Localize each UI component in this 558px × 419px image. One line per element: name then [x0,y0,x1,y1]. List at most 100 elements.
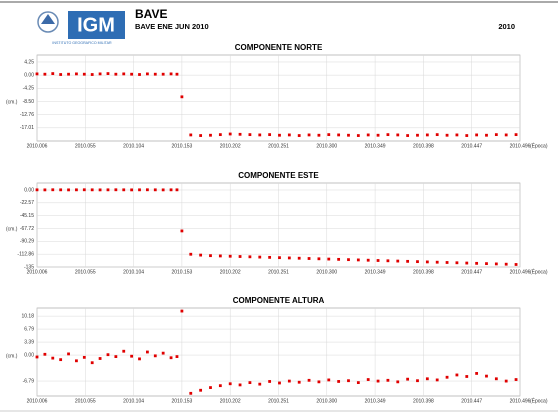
data-point [465,134,469,137]
data-point [297,380,301,384]
y-tick-label: -45.15 [20,213,34,219]
data-point [51,188,55,192]
data-point [475,372,479,375]
data-point [199,134,203,137]
data-point [317,380,321,384]
data-point [278,133,281,137]
x-tick-label: 2010.202 [220,398,241,404]
data-point [366,378,370,381]
data-point [59,188,63,192]
data-point [35,188,39,192]
data-point [465,261,469,265]
data-point [416,379,419,383]
data-point [376,259,380,262]
data-point [114,355,118,358]
x-tick-label: 2010.104 [123,143,144,149]
data-point [130,188,134,192]
x-tick-label: 2010.104 [123,398,144,404]
data-point [209,386,212,389]
data-point [317,257,321,261]
x-tick-label: 2010.398 [413,143,434,149]
y-tick-label: -112.86 [17,251,34,257]
data-point [153,354,157,358]
data-point [356,258,360,262]
data-point [161,188,165,192]
data-point [248,133,252,137]
data-point [59,358,63,362]
data-point [514,263,518,266]
data-point [90,361,94,365]
data-point [327,378,331,382]
data-point [494,262,498,266]
data-point [445,133,449,137]
y-tick-label: 6.79 [24,326,34,332]
data-point [175,355,179,358]
data-point [406,377,410,381]
y-tick-label: -135 [24,264,34,270]
x-tick-label: 2010.006 [27,143,48,149]
logo-box [68,11,125,39]
data-point [218,133,222,137]
y-tick-label: 0.00 [24,187,34,193]
data-point [138,188,141,192]
data-point [90,188,94,192]
data-point [82,72,86,76]
data-point [98,72,102,76]
data-point [465,375,469,378]
data-point [287,379,291,383]
x-tick-label: 2010.398 [413,398,434,404]
data-point [366,133,370,137]
data-point [376,379,380,383]
data-point [248,381,252,385]
y-tick-label: -4.25 [23,86,35,92]
institute-name: INSTITUTO GEOGRAFICO MILITAR [52,41,112,45]
data-point [248,255,252,259]
data-point [35,355,39,359]
data-point [238,383,242,387]
data-point [169,356,173,360]
y-tick-label: -6.79 [23,378,35,384]
data-point [169,72,173,76]
data-point [287,133,291,137]
y-axis-label: (cm.) [6,353,18,359]
data-point [337,380,341,383]
data-point [445,375,449,379]
data-point [122,72,126,76]
data-point [218,384,222,388]
chart-title: COMPONENTE ALTURA [233,296,325,305]
data-point [153,72,157,76]
data-point [199,253,203,257]
data-point [504,379,508,383]
data-point [98,188,102,192]
data-point [356,381,360,385]
x-tick-label: 2010.202 [220,269,241,275]
data-point [485,133,488,137]
data-point [514,133,518,137]
y-tick-label: 3.39 [24,339,34,345]
data-point [180,229,184,233]
x-tick-label: 2010.153 [171,398,192,404]
data-point [114,188,118,192]
x-tick-label: 2010.447 [461,269,482,275]
data-point [475,261,479,265]
data-point [75,188,78,192]
station-title: BAVE [135,7,167,21]
data-point [146,350,149,354]
y-tick-label: -12.76 [20,112,34,118]
data-point [75,359,78,363]
data-point [130,72,134,76]
data-point [485,262,488,266]
data-point [228,132,232,136]
data-point [67,72,70,76]
x-tick-label: 2010.006 [27,269,48,275]
data-point [258,133,262,137]
data-point [238,255,242,258]
x-tick-label: 2010.055 [75,143,96,149]
data-point [278,256,281,260]
data-point [504,133,508,137]
data-point [228,382,232,386]
x-tick-label: 2010.447 [461,398,482,404]
data-point [209,254,212,258]
data-point [189,391,193,395]
